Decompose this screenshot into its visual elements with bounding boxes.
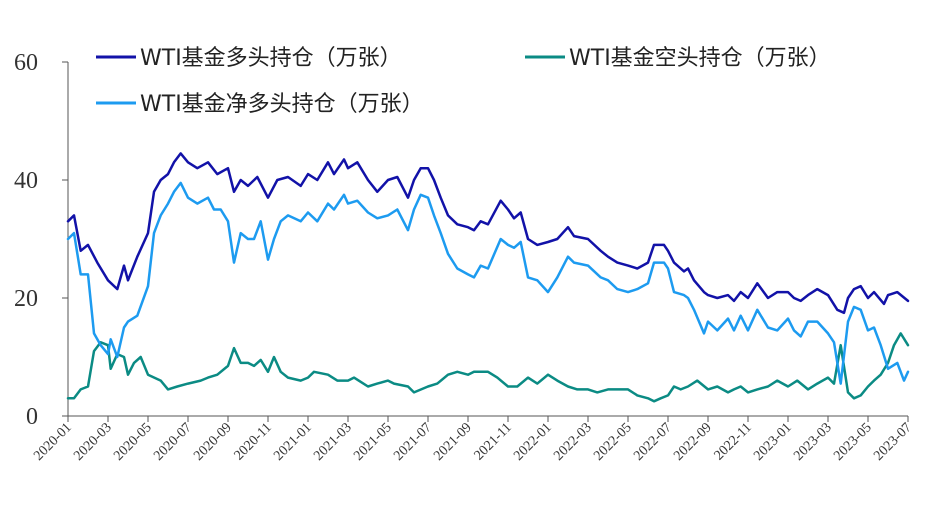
x-tick-label: 2020-07 xyxy=(151,420,195,464)
x-tick-label: 2022-01 xyxy=(511,420,555,464)
x-tick-label: 2020-03 xyxy=(71,420,115,464)
x-tick-label: 2022-03 xyxy=(551,420,595,464)
x-tick-label: 2022-11 xyxy=(712,420,755,463)
legend-label-2: WTI基金空头持仓（万张） xyxy=(569,46,831,71)
x-tick-label: 2021-09 xyxy=(431,420,475,464)
x-tick-label: 2023-05 xyxy=(831,420,875,464)
series-line-3 xyxy=(66,181,910,385)
x-tick-label: 2022-05 xyxy=(591,420,635,464)
series-line-2 xyxy=(66,332,910,403)
x-tick-label: 2021-01 xyxy=(271,420,315,464)
x-tick-label: 2023-03 xyxy=(791,420,835,464)
x-tick-label: 2022-09 xyxy=(671,420,715,464)
x-tick-label: 2021-03 xyxy=(311,420,355,464)
legend-label-1: WTI基金多头持仓（万张） xyxy=(140,46,402,71)
legend: WTI基金多头持仓（万张） WTI基金空头持仓（万张） WTI基金净多头持仓（万张） xyxy=(96,46,831,117)
x-tick-label: 2020-05 xyxy=(111,420,155,464)
series-line-1 xyxy=(66,152,910,315)
y-tick-label: 20 xyxy=(14,286,38,312)
x-tick-label: 2021-11 xyxy=(472,420,515,463)
x-tick-label: 2023-01 xyxy=(751,420,795,464)
x-tick-label: 2020-09 xyxy=(191,420,235,464)
x-tick-label: 2023-07 xyxy=(871,420,915,464)
x-tick-label: 2021-07 xyxy=(391,420,435,464)
series-lines xyxy=(66,152,910,403)
legend-label-3: WTI基金净多头持仓（万张） xyxy=(140,92,424,117)
x-tick-label: 2020-11 xyxy=(232,420,275,463)
y-tick-label: 60 xyxy=(14,50,38,76)
x-tick-label: 2022-07 xyxy=(631,420,675,464)
y-tick-label: 0 xyxy=(26,404,38,430)
x-tick-label: 2021-05 xyxy=(351,420,395,464)
y-tick-label: 40 xyxy=(14,168,38,194)
